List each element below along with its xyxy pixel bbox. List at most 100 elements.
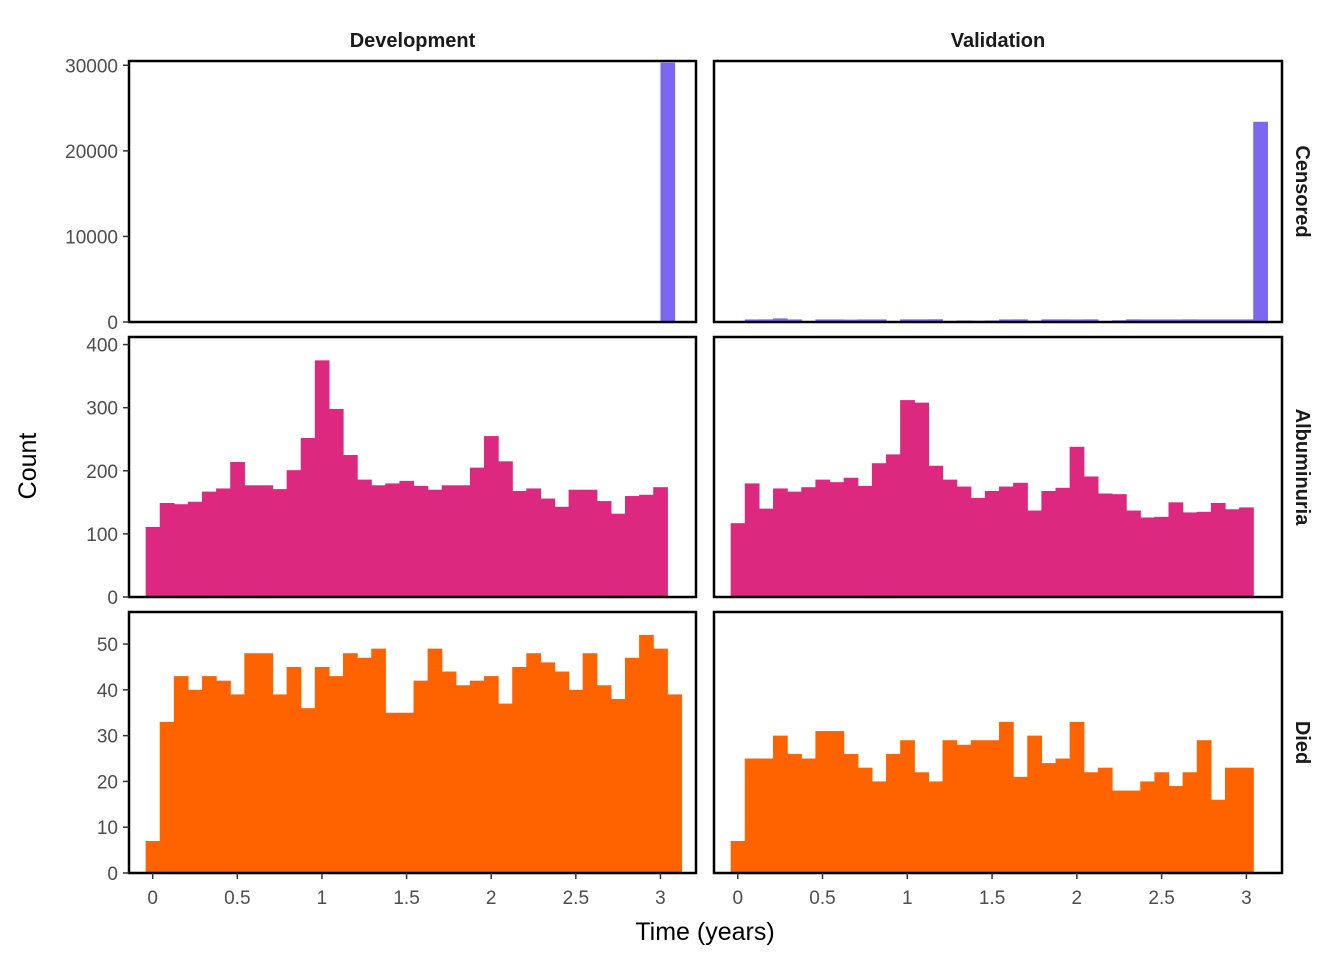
histogram-bar (230, 694, 245, 873)
histogram-bar (801, 758, 817, 873)
histogram-bar (787, 753, 802, 873)
histogram-bar (871, 463, 887, 597)
histogram-bar (314, 360, 330, 597)
histogram-bar (1041, 490, 1057, 597)
histogram-bar (1083, 319, 1099, 322)
histogram-bar (970, 497, 986, 597)
histogram-bar (970, 740, 986, 873)
y-tick-label: 0 (107, 313, 118, 334)
histogram-bar (173, 676, 189, 873)
histogram-bar (928, 781, 944, 873)
panel-border (127, 610, 698, 875)
histogram-bar (159, 721, 175, 873)
x-axis-title: Time (years) (635, 918, 774, 946)
histogram-bar (1027, 510, 1042, 597)
histogram-bar (328, 676, 344, 873)
x-tick-label: 3 (1241, 888, 1252, 909)
histogram-bar (1196, 511, 1212, 597)
histogram-bar (216, 488, 231, 597)
histogram-bar (498, 461, 513, 597)
histogram-bar (984, 740, 1000, 873)
histogram-bar (1126, 319, 1141, 322)
x-tick-label: 1 (317, 888, 328, 909)
y-tick-label: 10000 (65, 227, 118, 248)
panel-censored-development: 0 10000 20000 30000 (65, 56, 698, 334)
histogram-bar (744, 758, 760, 873)
histogram-bar (1055, 319, 1071, 322)
row-strip-label: Died (1291, 721, 1313, 764)
histogram-bar (1140, 319, 1155, 322)
histogram-bar (999, 319, 1014, 322)
histogram-bar (914, 772, 929, 873)
histogram-bar (758, 758, 774, 873)
histogram-bar (469, 680, 485, 873)
histogram-bar (871, 781, 887, 873)
histogram-bar (744, 483, 760, 597)
histogram-bar (554, 506, 570, 597)
histogram-bar (244, 485, 260, 597)
histogram-bar (455, 685, 471, 873)
histogram-bar (801, 487, 817, 597)
histogram-bar (857, 767, 873, 873)
histogram-bar (512, 666, 527, 873)
histogram-bar (815, 319, 831, 322)
histogram-bar (928, 319, 944, 322)
histogram-bar (942, 479, 958, 597)
histogram-bar (1225, 767, 1240, 873)
histogram-bar (928, 465, 944, 597)
y-tick-label: 20 (97, 772, 118, 793)
histogram-bar (469, 467, 485, 597)
histogram-bar (1154, 516, 1170, 597)
histogram-bar (886, 753, 901, 873)
histogram-bar (244, 653, 260, 873)
histogram-bar (554, 671, 570, 873)
histogram-bar (540, 662, 556, 873)
histogram-bar (1253, 121, 1268, 322)
histogram-bar (1225, 319, 1240, 322)
x-tick-label: 1 (902, 888, 913, 909)
histogram-bar (258, 485, 274, 597)
histogram-bar (328, 408, 344, 597)
histogram-bar (1069, 446, 1085, 597)
histogram-bar (385, 483, 401, 597)
histogram-bar (1126, 510, 1141, 597)
y-tick-label: 400 (86, 336, 118, 357)
histogram-bar (258, 653, 274, 873)
panel-border (127, 59, 698, 324)
histogram-bar (829, 482, 845, 597)
histogram-bar (1013, 319, 1028, 322)
histogram-bar (1182, 772, 1198, 873)
histogram-bar (730, 523, 746, 597)
panel-albuminuria-development: 0 100 200 300 400 (86, 336, 698, 609)
y-tick-label: 40 (97, 681, 118, 702)
y-tick-label: 30 (97, 727, 118, 748)
histogram-bar (1140, 781, 1155, 873)
x-tick-label: 0.5 (224, 888, 250, 909)
histogram-bar (568, 489, 584, 597)
panel-died-validation: 0 0.5 1 1.5 2 2.5 3 (712, 610, 1284, 909)
histogram-bar (787, 491, 802, 597)
histogram-bar (357, 479, 372, 597)
histogram-bar (942, 740, 958, 873)
histogram-bar (427, 648, 443, 873)
row-strip-label: Censored (1291, 145, 1313, 237)
histogram-bar (1027, 735, 1042, 873)
histogram-bar (1041, 319, 1057, 322)
histogram-bar (773, 735, 788, 873)
histogram-bar (427, 489, 443, 597)
histogram-bar (1239, 507, 1254, 597)
histogram-bar (653, 487, 668, 597)
row-strip-label: Albuminuria (1291, 409, 1313, 527)
histogram-bar (1196, 740, 1212, 873)
histogram-bar (596, 501, 612, 597)
histogram-bar (857, 319, 873, 322)
histogram-bar (758, 319, 774, 322)
histogram-bar (773, 488, 788, 597)
histogram-bar (399, 712, 415, 873)
histogram-bar (1055, 487, 1071, 597)
histogram-bar (371, 485, 386, 597)
histogram-bar (787, 319, 802, 322)
panel-border (712, 59, 1284, 324)
histogram-bar (984, 490, 1000, 597)
histogram-bar (1041, 763, 1057, 873)
